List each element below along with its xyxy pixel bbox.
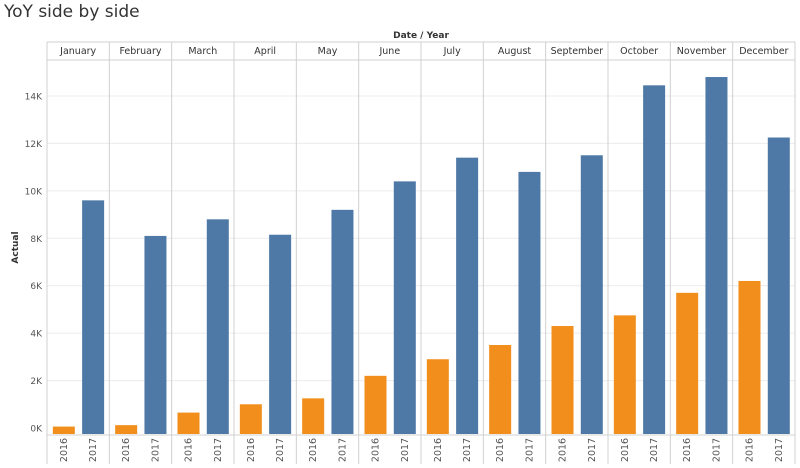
year-tick-label: 2017 (462, 438, 473, 462)
bar-2017 (331, 209, 354, 434)
bar-2017 (144, 235, 167, 434)
year-tick-label: 2016 (744, 438, 755, 462)
year-tick-label: 2017 (649, 438, 660, 462)
bar-2017 (206, 219, 229, 434)
year-tick-label: 2017 (400, 438, 411, 462)
y-tick-label: 4K (30, 330, 43, 340)
year-tick-label: 2017 (587, 438, 598, 462)
month-header: April (254, 46, 276, 57)
year-tick-label: 2016 (495, 438, 506, 462)
bar-2016 (676, 292, 699, 434)
bar-2017 (518, 171, 541, 434)
month-header: June (378, 46, 400, 57)
bar-2016 (115, 425, 138, 434)
year-tick-label: 2016 (59, 438, 70, 462)
bar-2017 (705, 77, 728, 435)
month-header: May (318, 46, 338, 57)
month-header: October (620, 46, 658, 57)
bar-2016 (551, 326, 574, 434)
year-tick-label: 2017 (150, 438, 161, 462)
y-tick-label: 8K (30, 235, 43, 245)
bar-2017 (82, 200, 105, 434)
bar-2017 (767, 137, 790, 434)
month-header: September (551, 46, 604, 57)
month-header: March (188, 46, 217, 57)
month-header: January (59, 46, 96, 57)
bar-2017 (269, 234, 292, 434)
year-tick-label: 2017 (711, 438, 722, 462)
year-tick-label: 2017 (337, 438, 348, 462)
year-tick-label: 2016 (183, 438, 194, 462)
bar-2017 (643, 85, 666, 434)
month-header: August (498, 46, 532, 57)
column-header: Date / Year (393, 31, 449, 41)
bar-2016 (364, 375, 387, 434)
bar-2016 (426, 359, 449, 434)
year-tick-label: 2016 (620, 438, 631, 462)
y-tick-label: 12K (25, 140, 43, 150)
bar-2017 (456, 157, 479, 434)
bar-2016 (489, 345, 512, 434)
y-axis-label: Actual (11, 231, 21, 263)
year-tick-label: 2017 (524, 438, 535, 462)
y-tick-label: 2K (30, 377, 43, 387)
month-header: July (443, 46, 461, 57)
y-tick-label: 10K (25, 187, 43, 197)
bar-2016 (302, 398, 325, 434)
year-tick-label: 2016 (370, 438, 381, 462)
year-tick-label: 2016 (246, 438, 257, 462)
year-tick-label: 2017 (213, 438, 224, 462)
year-tick-label: 2017 (275, 438, 286, 462)
bar-2016 (613, 315, 636, 434)
month-header: February (119, 46, 161, 57)
bar-2016 (52, 426, 75, 434)
y-tick-label: 6K (30, 282, 43, 292)
y-tick-label: 0K (30, 425, 43, 435)
bar-2017 (393, 181, 416, 434)
year-tick-label: 2016 (121, 438, 132, 462)
year-tick-label: 2016 (682, 438, 693, 462)
year-tick-label: 2017 (88, 438, 99, 462)
bar-2016 (738, 280, 761, 434)
year-tick-label: 2017 (774, 438, 785, 462)
year-tick-label: 2016 (308, 438, 319, 462)
month-header: November (677, 46, 727, 57)
year-tick-label: 2016 (557, 438, 568, 462)
y-tick-label: 14K (25, 93, 43, 103)
bar-2017 (580, 155, 603, 435)
year-tick-label: 2016 (433, 438, 444, 462)
bar-2016 (239, 404, 262, 434)
bar-2016 (177, 412, 200, 434)
chart-title: YoY side by side (4, 2, 140, 22)
month-header: December (739, 46, 788, 57)
